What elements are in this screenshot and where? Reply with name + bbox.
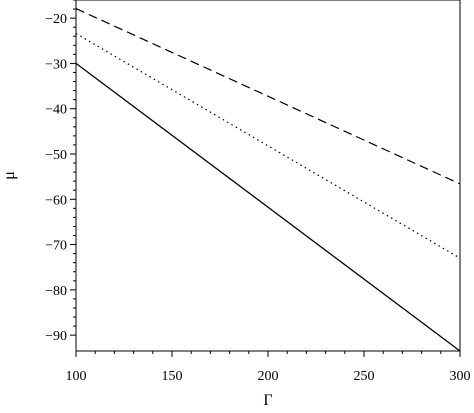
- plot-frame: [75, 0, 461, 352]
- y-tick-label: −40: [45, 103, 67, 118]
- y-axis-ticks: −20 −30 −40 −50 −60 −70 −80 −90: [45, 0, 76, 344]
- y-tick-label: −80: [45, 284, 67, 299]
- x-tick-label: 150: [162, 369, 183, 384]
- series-line-dotted: [75, 32, 461, 259]
- x-tick-label: 100: [66, 369, 87, 384]
- x-tick-label: 200: [258, 369, 279, 384]
- x-axis-label: Γ: [263, 392, 272, 409]
- series-line-dashed: [75, 8, 461, 185]
- y-tick-label: −70: [45, 239, 67, 254]
- y-tick-label: −50: [45, 148, 67, 163]
- x-axis-ticks: 100 150 200 250 300: [66, 351, 471, 384]
- y-tick-label: −20: [45, 12, 67, 27]
- y-tick-label: −30: [45, 57, 67, 72]
- series-line-solid: [75, 62, 461, 352]
- y-axis-label: μ: [1, 171, 18, 180]
- plot-lines: [75, 8, 461, 352]
- y-tick-label: −60: [45, 193, 67, 208]
- y-tick-label: −90: [45, 329, 67, 344]
- x-tick-label: 250: [354, 369, 375, 384]
- x-tick-label: 300: [450, 369, 471, 384]
